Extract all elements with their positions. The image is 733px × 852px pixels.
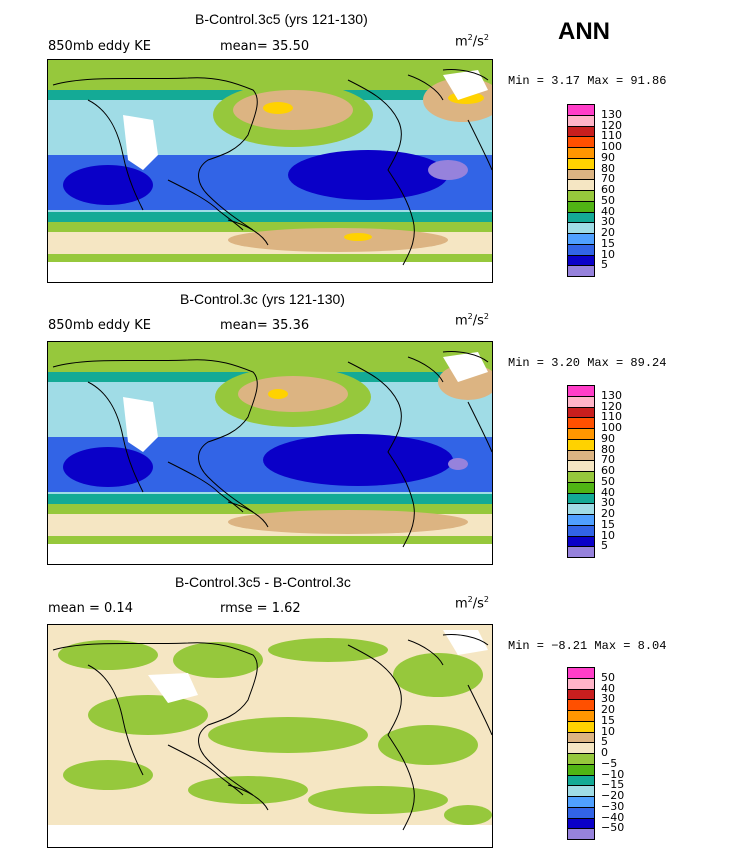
colorbar-label: 30 bbox=[601, 496, 615, 510]
panel1-title: B-Control.3c5 (yrs 121-130) bbox=[195, 11, 368, 27]
colorbar-label: 130 bbox=[601, 107, 622, 121]
panel1-colorbar: 130 120 110 100 90 80 70 60 50 40 30 20 15 10 5 bbox=[567, 104, 622, 277]
colorbar-label: 15 bbox=[601, 517, 615, 531]
colorbar-label: −50 bbox=[601, 821, 625, 835]
panel3-units: m2/s2 bbox=[455, 595, 490, 612]
panel1-field-label: 850mb eddy KE bbox=[48, 39, 151, 54]
panel1-mean-label: mean= 35.50 bbox=[220, 39, 310, 54]
panel3-rmse-label: rmse = 1.62 bbox=[220, 601, 301, 616]
colorbar-label: 5 bbox=[601, 258, 608, 272]
colorbar-label: −20 bbox=[601, 789, 625, 802]
colorbar-label: 50 bbox=[601, 474, 615, 488]
panel1-map bbox=[47, 59, 493, 283]
panel1-units: m2/s2 bbox=[455, 33, 490, 50]
colorbar-label: 60 bbox=[601, 464, 615, 477]
panel2-colorbar: 130 120 110 100 90 80 70 60 50 40 30 20 15 10 5 bbox=[567, 385, 622, 558]
colorbar-label: 80 bbox=[601, 161, 615, 175]
colorbar-label: 20 bbox=[601, 507, 615, 520]
colorbar-label: 90 bbox=[601, 150, 615, 164]
colorbar-label: 130 bbox=[601, 388, 622, 402]
panel3-minmax: Min = −8.21 Max = 8.04 bbox=[508, 639, 667, 653]
colorbar-label: 0 bbox=[601, 746, 608, 759]
colorbar-label: 20 bbox=[601, 703, 615, 716]
colorbar-label: 30 bbox=[601, 692, 615, 706]
panel2-minmax: Min = 3.20 Max = 89.24 bbox=[508, 356, 667, 370]
colorbar-label: 40 bbox=[601, 485, 615, 499]
panel3-colorbar: 50 40 30 20 15 10 5 0 −5 −10 −15 −20 −30 −40 −50 bbox=[567, 667, 624, 840]
colorbar-label: 40 bbox=[601, 681, 615, 695]
colorbar-label: 30 bbox=[601, 215, 615, 229]
colorbar-label: 70 bbox=[601, 453, 615, 467]
colorbar-label: 10 bbox=[601, 528, 615, 542]
colorbar-label: −30 bbox=[601, 799, 625, 813]
panel3-map bbox=[47, 624, 493, 848]
colorbar-label: 120 bbox=[601, 399, 622, 413]
colorbar-label: 50 bbox=[601, 670, 615, 684]
colorbar-label: 5 bbox=[601, 539, 608, 553]
colorbar-label: 15 bbox=[601, 236, 615, 250]
colorbar-label: 15 bbox=[601, 713, 615, 727]
colorbar-label: 110 bbox=[601, 129, 622, 143]
colorbar-label: 20 bbox=[601, 226, 615, 239]
colorbar-label: 100 bbox=[601, 421, 622, 434]
colorbar-label: 40 bbox=[601, 204, 615, 218]
colorbar-label: 10 bbox=[601, 724, 615, 738]
panel1-map-svg bbox=[48, 60, 492, 282]
panel1-minmax: Min = 3.17 Max = 91.86 bbox=[508, 74, 667, 88]
panel2-mean-label: mean= 35.36 bbox=[220, 318, 310, 333]
panel3-mean-label: mean = 0.14 bbox=[48, 601, 133, 616]
colorbar-label: −5 bbox=[601, 756, 618, 770]
panel2-map-svg bbox=[48, 342, 492, 564]
colorbar-swatch bbox=[567, 828, 595, 840]
colorbar-label: 100 bbox=[601, 140, 622, 153]
panel3-map-svg bbox=[48, 625, 492, 847]
panel2-field-label: 850mb eddy KE bbox=[48, 318, 151, 333]
colorbar-label: 90 bbox=[601, 431, 615, 445]
colorbar-label: 60 bbox=[601, 183, 615, 196]
season-label: ANN bbox=[558, 18, 610, 45]
panel2-units: m2/s2 bbox=[455, 312, 490, 329]
colorbar-label: −10 bbox=[601, 767, 625, 781]
panel3-title: B-Control.3c5 - B-Control.3c bbox=[175, 574, 351, 590]
colorbar-label: 5 bbox=[601, 735, 608, 749]
colorbar-label: 110 bbox=[601, 410, 622, 424]
panel2-map bbox=[47, 341, 493, 565]
colorbar-label: 70 bbox=[601, 172, 615, 186]
colorbar-label: 120 bbox=[601, 118, 622, 132]
colorbar-label: 10 bbox=[601, 247, 615, 261]
panel2-title: B-Control.3c (yrs 121-130) bbox=[180, 291, 345, 307]
colorbar-label: 80 bbox=[601, 442, 615, 456]
colorbar-swatch bbox=[567, 546, 595, 558]
colorbar-label: −15 bbox=[601, 778, 625, 792]
colorbar-label: 50 bbox=[601, 193, 615, 207]
colorbar-label: −40 bbox=[601, 810, 625, 824]
colorbar-swatch bbox=[567, 265, 595, 277]
